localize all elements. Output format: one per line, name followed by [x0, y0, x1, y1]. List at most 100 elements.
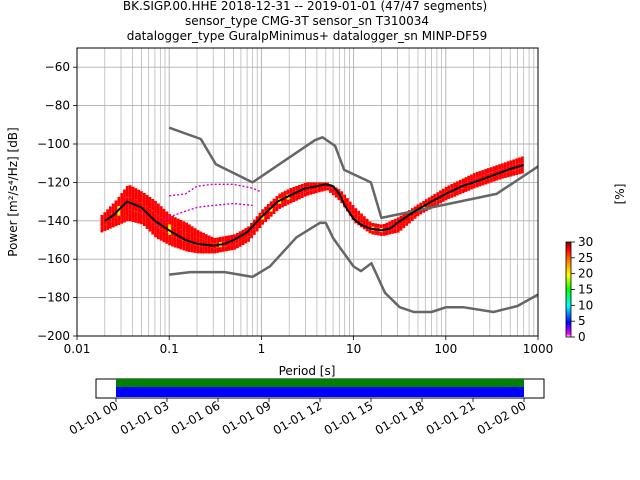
pdf-cell — [244, 238, 248, 244]
pdf-cell — [472, 183, 476, 189]
pdf-cell — [283, 201, 287, 207]
pdf-cell — [114, 217, 118, 227]
pdf-cell — [154, 201, 157, 214]
pdf-cell — [314, 186, 318, 190]
pdf-cell — [114, 200, 118, 209]
pdf-cell — [382, 231, 386, 236]
pdf-cell — [252, 229, 256, 235]
pdf-cell — [162, 208, 166, 220]
y-tick-label: −140 — [37, 214, 70, 228]
pdf-cell — [283, 190, 287, 196]
pdf-cell — [467, 185, 471, 191]
pdf-cell — [176, 238, 180, 249]
pdf-cell — [162, 231, 166, 243]
pdf-cell — [447, 185, 451, 190]
noise-models — [168, 126, 538, 314]
pdf-cell — [506, 161, 510, 167]
pdf-cell — [171, 215, 174, 227]
pdf-cell — [498, 174, 502, 180]
pdf-cell — [312, 182, 315, 187]
pdf-cell — [241, 239, 245, 245]
pdf-cell — [399, 225, 403, 231]
pdf-cell — [314, 189, 318, 194]
pdf-cell — [238, 231, 242, 237]
x-tick-label: 100 — [434, 342, 457, 356]
pdf-cell — [467, 175, 471, 181]
pdf-cell — [439, 199, 442, 204]
pdf-cell — [298, 194, 301, 200]
timeline-tick-label: 01-02 00 — [475, 398, 529, 437]
pdf-cell — [470, 179, 473, 185]
pdf-cell — [199, 246, 203, 254]
pdf-cell — [292, 187, 296, 192]
x-tick-label: 10 — [346, 342, 361, 356]
pdf-cell — [261, 209, 265, 215]
pdf-cell — [371, 230, 375, 235]
pdf-cell — [453, 192, 456, 197]
pdf-cell — [495, 170, 499, 176]
pdf-cell — [151, 199, 155, 211]
pdf-cell — [289, 188, 293, 194]
pdf-cell — [261, 219, 265, 225]
pdf-cell — [298, 185, 301, 190]
pdf-cell — [230, 240, 234, 246]
pdf-cell — [331, 192, 335, 196]
pdf-cell — [281, 192, 284, 198]
y-tick-label: −180 — [37, 291, 70, 305]
pdf-cell — [300, 188, 304, 194]
pdf-cell — [506, 171, 510, 178]
pdf-cell — [210, 247, 214, 254]
pdf-cell — [515, 169, 519, 175]
pdf-cell — [481, 170, 485, 176]
pdf-cell — [120, 203, 124, 214]
pdf-cell — [360, 218, 363, 223]
pdf-cell — [388, 221, 392, 226]
pdf-cell — [142, 215, 146, 226]
pdf-cell — [264, 206, 267, 212]
x-axis-ticks: 0.01 0.1 1 10 100 1000 — [64, 336, 554, 356]
pdf-cell — [298, 189, 301, 195]
pdf-cell — [134, 211, 138, 223]
pdf-cell — [374, 223, 377, 228]
pdf-cell — [196, 237, 200, 246]
pdf-cell — [300, 193, 304, 198]
y-tick-label: −100 — [37, 137, 70, 151]
pdf-cell — [458, 179, 462, 185]
pdf-cell — [140, 191, 143, 203]
pdf-cell — [410, 216, 414, 222]
x-tick-label: 1000 — [523, 342, 554, 356]
pdf-cell — [202, 246, 205, 254]
pdf-cell — [185, 241, 188, 252]
pdf-cell — [518, 157, 521, 164]
pdf-cell — [250, 228, 253, 234]
pdf-cell — [348, 206, 352, 211]
pdf-cell — [331, 189, 335, 193]
pdf-cell — [182, 221, 186, 231]
pdf-cell — [478, 176, 482, 182]
pdf-cell — [487, 168, 490, 174]
pdf-cell — [250, 233, 253, 239]
pdf-cell — [236, 243, 239, 249]
pdf-cell — [481, 180, 485, 186]
pdf-cell — [303, 183, 307, 188]
pdf-cell — [128, 209, 132, 222]
pdf-cell — [278, 203, 282, 209]
pdf-cell — [334, 194, 338, 198]
pdf-cell — [512, 170, 516, 176]
pdf-cell — [123, 200, 126, 212]
pdf-cell — [157, 203, 160, 216]
pdf-cell — [199, 231, 203, 239]
pdf-cell — [410, 212, 414, 217]
pdf-cell — [275, 196, 279, 202]
pdf-cell — [207, 235, 211, 242]
pdf-cell — [436, 200, 440, 205]
pdf-cell — [213, 248, 217, 254]
pdf-cell — [470, 184, 473, 190]
pdf-cell — [472, 178, 476, 184]
pdf-cell — [512, 159, 516, 165]
pdf-cell — [357, 215, 361, 221]
pdf-cell — [111, 203, 115, 212]
pdf-cell — [204, 234, 208, 241]
pdf-cell — [227, 235, 231, 241]
